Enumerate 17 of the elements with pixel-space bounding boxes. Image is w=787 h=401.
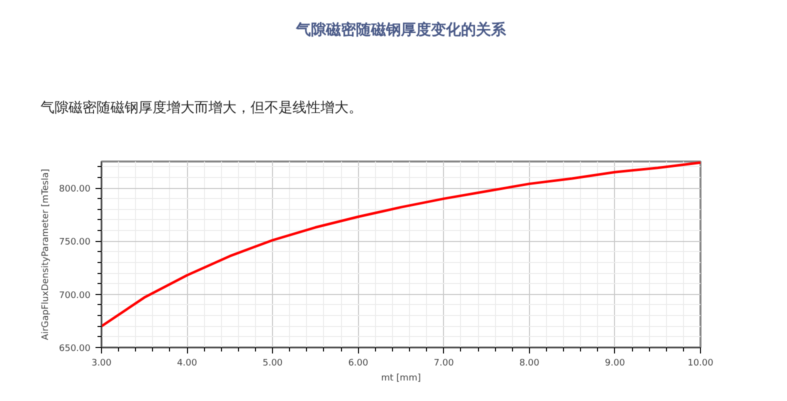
x-tick-label: 5.00 — [262, 358, 283, 368]
x-tick-label: 7.00 — [434, 358, 454, 368]
x-tick-label: 4.00 — [177, 358, 198, 368]
y-tick-label: 650.00 — [59, 344, 91, 354]
y-axis-title: AirGapFluxDensityParameter [mTesla] — [41, 168, 52, 340]
x-axis-title: mt [mm] — [381, 374, 421, 384]
x-tick-label: 6.00 — [348, 358, 369, 368]
y-tick-label: 700.00 — [59, 290, 91, 301]
x-tick-label: 10.00 — [688, 358, 714, 368]
chart-title: 气隙磁密随磁钢厚度变化的关系 — [295, 20, 507, 38]
line-series — [102, 162, 700, 328]
chart-subtitle: 气隙磁密随磁钢厚度增大而增大，但不是线性增大。 — [40, 100, 362, 116]
x-tick-label: 8.00 — [519, 358, 540, 368]
y-tick-label: 750.00 — [59, 238, 91, 248]
y-tick-label: 800.00 — [59, 184, 91, 195]
x-tick-label: 9.00 — [604, 358, 626, 368]
x-tick-label: 3.00 — [91, 358, 112, 368]
